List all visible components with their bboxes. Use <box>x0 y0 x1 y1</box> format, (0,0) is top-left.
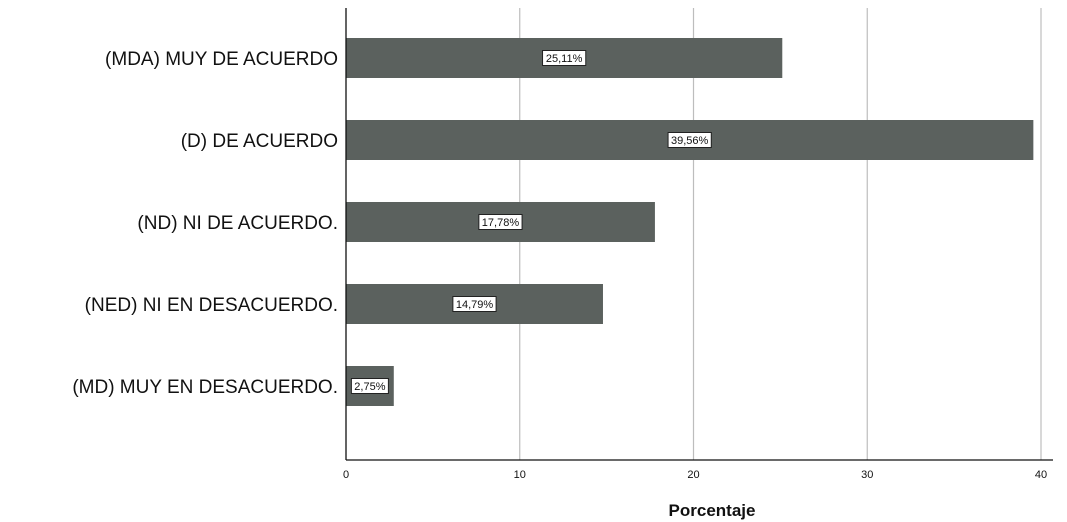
data-label-3: 17,78% <box>478 214 523 230</box>
data-label-box <box>452 296 497 312</box>
data-label-4: 14,79% <box>452 296 497 312</box>
x-tick-label-40: 40 <box>1035 469 1047 481</box>
axes <box>345 8 1053 461</box>
data-label-text: 17,78% <box>482 217 520 229</box>
category-label-2: (D) DE ACUERDO <box>181 131 338 152</box>
x-axis-title: Porcentaje <box>669 501 756 520</box>
data-label-text: 39,56% <box>671 135 709 147</box>
data-label-box <box>542 50 587 66</box>
data-label-box <box>350 378 389 394</box>
data-label-text: 14,79% <box>456 299 494 311</box>
x-tick-label-0: 0 <box>343 469 349 481</box>
data-label-box <box>478 214 523 230</box>
bars <box>346 38 1034 406</box>
data-label-text: 25,11% <box>546 53 583 65</box>
x-tick-label-20: 20 <box>687 469 699 481</box>
data-label-text: 2,75% <box>354 381 385 393</box>
category-label-1: (MDA) MUY DE ACUERDO <box>105 49 338 70</box>
data-label-5: 2,75% <box>350 378 389 394</box>
category-labels: (MDA) MUY DE ACUERDO (D) DE ACUERDO (ND) N… <box>72 49 338 398</box>
data-label-2: 39,56% <box>667 132 712 148</box>
data-label-1: 25,11% <box>542 50 587 66</box>
data-label-box <box>667 132 712 148</box>
category-label-3: (ND) NI DE ACUERDO. <box>137 213 338 234</box>
x-tick-label-30: 30 <box>861 469 873 481</box>
category-label-5: (MD) MUY EN DESACUERDO. <box>72 377 338 398</box>
x-tick-label-10: 10 <box>514 469 526 481</box>
category-label-4: (NED) NI EN DESACUERDO. <box>85 295 338 316</box>
x-tick-labels: 0 10 20 30 40 <box>343 469 1047 481</box>
data-labels: 25,11% 39,56% 17,78% 14,79% 2,75% <box>350 50 712 394</box>
